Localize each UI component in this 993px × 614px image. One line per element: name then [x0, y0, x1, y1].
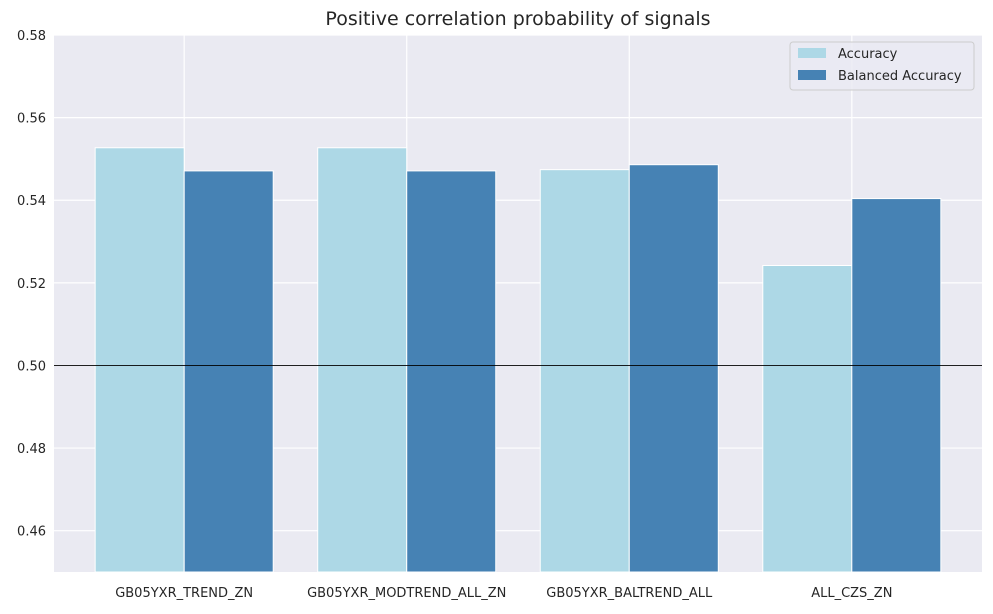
y-tick-label: 0.50 — [17, 359, 46, 374]
legend-label: Balanced Accuracy — [838, 69, 962, 84]
y-tick-label: 0.48 — [17, 442, 46, 457]
bar-accuracy — [317, 147, 408, 573]
legend-swatch — [798, 70, 826, 80]
x-tick-label: ALL_CZS_ZN — [811, 586, 892, 601]
legend-box — [789, 41, 975, 91]
bar-balanced-accuracy — [406, 170, 497, 573]
bar-accuracy — [762, 264, 853, 573]
y-tick-label: 0.46 — [17, 525, 46, 540]
x-tick-label: GB05YXR_BALTREND_ALL — [546, 586, 713, 601]
y-tick-label: 0.54 — [17, 194, 46, 209]
y-tick-label: 0.56 — [17, 112, 46, 127]
y-tick-label: 0.52 — [17, 277, 46, 292]
bar-balanced-accuracy — [628, 164, 719, 573]
bar-accuracy — [539, 169, 630, 573]
x-tick-label: GB05YXR_TREND_ZN — [115, 586, 253, 601]
chart-title: Positive correlation probability of sign… — [325, 8, 710, 30]
bar-balanced-accuracy — [183, 170, 274, 573]
y-tick-label: 0.58 — [17, 29, 46, 44]
bar-accuracy — [94, 147, 185, 573]
legend-label: Accuracy — [838, 47, 898, 62]
legend-swatch — [798, 48, 826, 58]
bar-balanced-accuracy — [851, 198, 942, 573]
x-tick-label: GB05YXR_MODTREND_ALL_ZN — [307, 586, 506, 601]
